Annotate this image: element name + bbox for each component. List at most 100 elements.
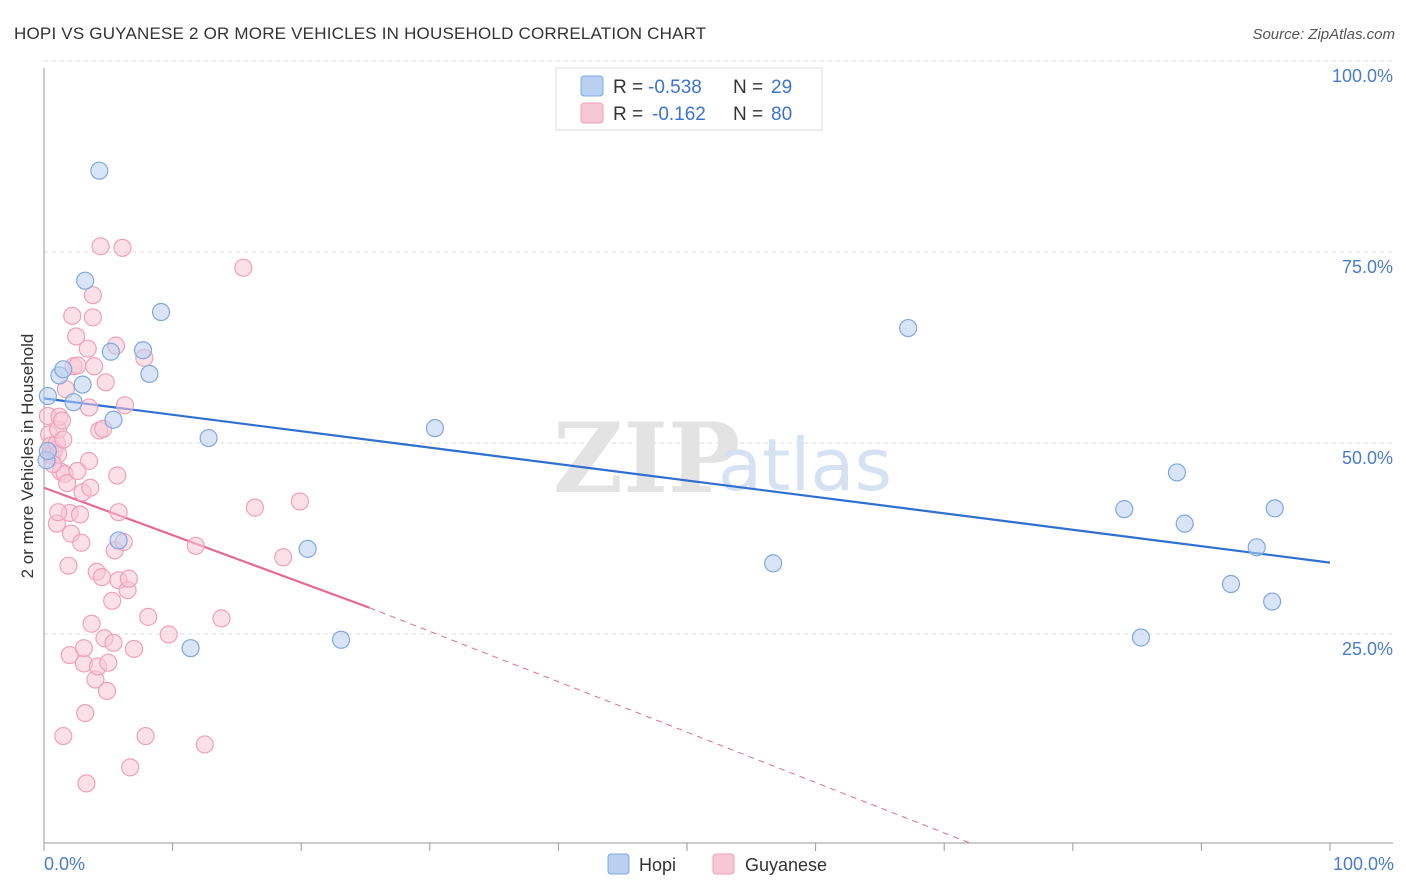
point-guyanese bbox=[74, 639, 93, 658]
scatter-points bbox=[37, 161, 1284, 793]
point-guyanese bbox=[245, 498, 265, 517]
point-guyanese bbox=[76, 704, 95, 723]
point-hopi bbox=[90, 161, 109, 180]
series-legend-label-guyanese: Guyanese bbox=[745, 855, 827, 875]
point-guyanese bbox=[83, 308, 102, 327]
point-hopi bbox=[1175, 514, 1194, 533]
point-hopi bbox=[151, 302, 171, 322]
point-guyanese bbox=[68, 461, 87, 481]
y-tick-label: 50.0% bbox=[1342, 448, 1393, 468]
point-guyanese bbox=[49, 503, 68, 522]
trendlines bbox=[43, 397, 1331, 844]
point-guyanese bbox=[81, 478, 100, 497]
trendline-extension-guyanese bbox=[369, 607, 971, 844]
point-guyanese bbox=[115, 396, 135, 415]
point-guyanese bbox=[109, 503, 128, 522]
point-guyanese bbox=[54, 726, 73, 746]
series-legend-swatch-guyanese bbox=[712, 853, 735, 875]
point-hopi bbox=[133, 341, 153, 360]
point-guyanese bbox=[99, 653, 118, 672]
point-guyanese bbox=[234, 258, 253, 277]
point-hopi bbox=[1131, 628, 1151, 647]
point-guyanese bbox=[52, 411, 72, 430]
stats-legend-n-label-hopi: N = bbox=[733, 77, 763, 98]
point-guyanese bbox=[159, 625, 178, 644]
point-guyanese bbox=[186, 536, 205, 555]
x-tick-label-min: 0.0% bbox=[44, 854, 85, 874]
point-hopi bbox=[298, 539, 317, 558]
point-guyanese bbox=[121, 758, 140, 777]
point-guyanese bbox=[72, 533, 91, 552]
x-tick-label-max: 100.0% bbox=[1333, 854, 1394, 874]
point-hopi bbox=[1221, 574, 1241, 594]
stats-legend-n-value-guyanese: 80 bbox=[771, 104, 792, 125]
point-hopi bbox=[181, 639, 200, 658]
stats-legend-swatch-guyanese bbox=[580, 102, 604, 124]
stats-legend-swatch-hopi bbox=[580, 75, 604, 97]
stats-legend-r-value-guyanese: -0.162 bbox=[652, 104, 706, 125]
series-legend: Hopi Guyanese bbox=[607, 853, 827, 875]
y-tick-labels: 25.0% 50.0% 75.0% 100.0% bbox=[1332, 66, 1393, 659]
stats-legend-n-value-hopi: 29 bbox=[771, 77, 792, 98]
point-guyanese bbox=[274, 548, 293, 567]
point-guyanese bbox=[139, 607, 158, 626]
point-hopi bbox=[64, 393, 83, 412]
point-guyanese bbox=[124, 639, 144, 659]
point-guyanese bbox=[103, 591, 122, 610]
point-hopi bbox=[1265, 499, 1284, 518]
point-guyanese bbox=[119, 569, 138, 588]
point-hopi bbox=[38, 441, 57, 461]
point-hopi bbox=[73, 375, 92, 394]
point-hopi bbox=[54, 360, 73, 379]
y-tick-label: 100.0% bbox=[1332, 66, 1393, 86]
point-guyanese bbox=[212, 609, 231, 628]
gridlines bbox=[44, 60, 1393, 635]
point-guyanese bbox=[63, 306, 82, 325]
point-hopi bbox=[899, 318, 918, 338]
y-axis-label: 2 or more Vehicles in Household bbox=[18, 334, 37, 579]
point-guyanese bbox=[82, 614, 101, 633]
point-hopi bbox=[76, 271, 95, 290]
point-guyanese bbox=[108, 466, 127, 485]
watermark-zip: ZIP bbox=[553, 402, 740, 515]
stats-legend-r-label-hopi: R = bbox=[613, 77, 643, 98]
point-hopi bbox=[101, 342, 120, 361]
trendline-guyanese bbox=[43, 486, 370, 609]
point-hopi bbox=[1263, 592, 1282, 611]
point-hopi bbox=[109, 531, 128, 550]
point-guyanese bbox=[77, 774, 96, 793]
chart-title: HOPI VS GUYANESE 2 OR MORE VEHICLES IN H… bbox=[14, 24, 706, 43]
point-hopi bbox=[764, 554, 783, 573]
series-legend-label-hopi: Hopi bbox=[639, 855, 676, 875]
point-guyanese bbox=[91, 237, 110, 256]
point-guyanese bbox=[290, 492, 310, 511]
stats-legend-r-value-hopi: -0.538 bbox=[648, 77, 702, 98]
point-hopi bbox=[1115, 500, 1134, 519]
watermark-atlas: atlas bbox=[718, 423, 892, 507]
point-guyanese bbox=[70, 505, 90, 524]
point-hopi bbox=[140, 364, 159, 384]
point-guyanese bbox=[113, 238, 132, 257]
y-tick-label: 25.0% bbox=[1342, 639, 1393, 659]
point-hopi bbox=[104, 410, 123, 429]
point-guyanese bbox=[79, 451, 99, 471]
point-hopi bbox=[1167, 463, 1187, 482]
point-guyanese bbox=[104, 633, 123, 652]
point-hopi bbox=[331, 630, 351, 649]
watermark: ZIP atlas bbox=[553, 402, 892, 515]
point-guyanese bbox=[59, 556, 78, 575]
trendline-hopi bbox=[43, 397, 1331, 564]
point-guyanese bbox=[97, 681, 117, 701]
point-guyanese bbox=[83, 286, 102, 305]
stats-legend-r-label-guyanese: R = bbox=[613, 104, 643, 125]
series-legend-swatch-hopi bbox=[607, 853, 630, 875]
point-hopi bbox=[38, 386, 57, 406]
point-hopi bbox=[199, 428, 218, 448]
point-guyanese bbox=[136, 726, 155, 746]
y-tick-label: 75.0% bbox=[1342, 257, 1393, 277]
point-hopi bbox=[425, 419, 445, 438]
stats-legend: R = -0.538 N = 29 R = -0.162 N = 80 bbox=[555, 67, 823, 131]
chart-source: Source: ZipAtlas.com bbox=[1252, 26, 1395, 43]
point-guyanese bbox=[58, 474, 77, 493]
